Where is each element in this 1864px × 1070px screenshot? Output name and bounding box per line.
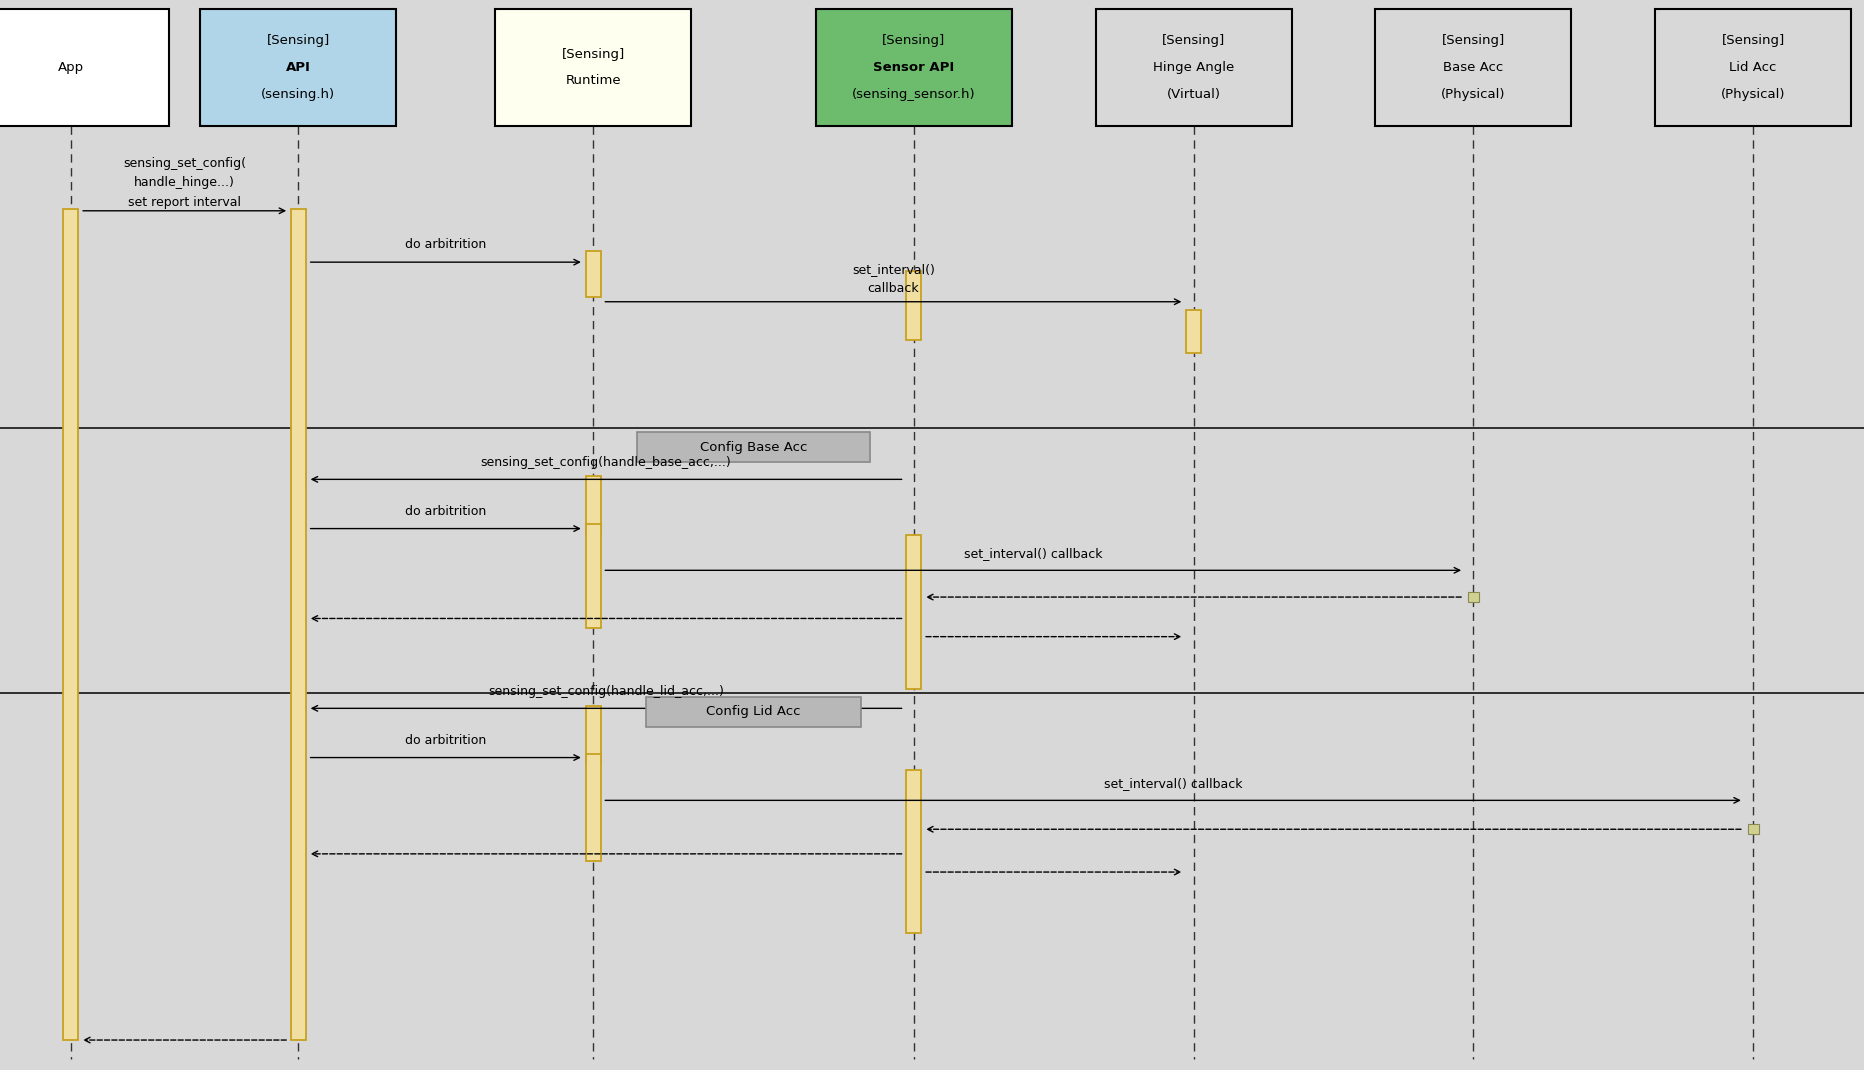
Text: [Sensing]: [Sensing] (1720, 34, 1784, 47)
Bar (636, 432, 869, 462)
Text: do arbitrition: do arbitrition (404, 505, 487, 518)
Text: set_interval() callback: set_interval() callback (964, 547, 1102, 560)
Text: do arbitrition: do arbitrition (404, 734, 487, 747)
Bar (201, 9, 397, 126)
Bar (63, 209, 78, 1040)
Text: Config Base Acc: Config Base Acc (699, 441, 807, 454)
Bar (585, 754, 600, 861)
Text: Sensor API: Sensor API (872, 61, 954, 74)
Text: Config Lid Acc: Config Lid Acc (706, 705, 800, 718)
Text: Lid Acc: Lid Acc (1728, 61, 1776, 74)
Text: sensing_set_config(handle_lid_acc,...): sensing_set_config(handle_lid_acc,...) (488, 685, 723, 698)
Text: Runtime: Runtime (565, 74, 621, 88)
Text: (Virtual): (Virtual) (1167, 88, 1219, 101)
Text: callback: callback (867, 282, 919, 295)
Text: API: API (285, 61, 311, 74)
Text: Hinge Angle: Hinge Angle (1152, 61, 1234, 74)
Bar (291, 209, 306, 1040)
Text: handle_hinge...): handle_hinge...) (134, 177, 235, 189)
Text: App: App (58, 61, 84, 74)
Text: set_interval() callback: set_interval() callback (1103, 777, 1241, 790)
Bar (585, 251, 600, 297)
Bar (1655, 9, 1849, 126)
Bar (0, 9, 168, 126)
Text: do arbitrition: do arbitrition (404, 239, 487, 251)
Bar (496, 9, 690, 126)
Text: sensing_set_config(handle_base_acc,...): sensing_set_config(handle_base_acc,...) (481, 456, 731, 469)
Bar (1096, 9, 1290, 126)
Text: Base Acc: Base Acc (1443, 61, 1502, 74)
Bar (1747, 825, 1758, 835)
Text: (Physical): (Physical) (1720, 88, 1784, 101)
Text: set report interval: set report interval (129, 196, 240, 209)
Bar (906, 271, 921, 340)
Text: sensing_set_config(: sensing_set_config( (123, 157, 246, 170)
Bar (1376, 9, 1569, 126)
Bar (816, 9, 1010, 126)
Bar (585, 524, 600, 628)
Bar (1467, 593, 1478, 602)
Bar (647, 697, 861, 727)
Text: [Sensing]: [Sensing] (561, 47, 624, 61)
Text: (Physical): (Physical) (1441, 88, 1504, 101)
Text: [Sensing]: [Sensing] (882, 34, 945, 47)
Bar (906, 535, 921, 689)
Text: [Sensing]: [Sensing] (267, 34, 330, 47)
Bar (906, 770, 921, 933)
Text: [Sensing]: [Sensing] (1161, 34, 1225, 47)
Text: set_interval(): set_interval() (852, 263, 934, 276)
Text: [Sensing]: [Sensing] (1441, 34, 1504, 47)
Text: (sensing_sensor.h): (sensing_sensor.h) (852, 88, 975, 101)
Text: (sensing.h): (sensing.h) (261, 88, 336, 101)
Bar (585, 476, 600, 535)
Bar (585, 706, 600, 765)
Bar (1186, 310, 1200, 353)
